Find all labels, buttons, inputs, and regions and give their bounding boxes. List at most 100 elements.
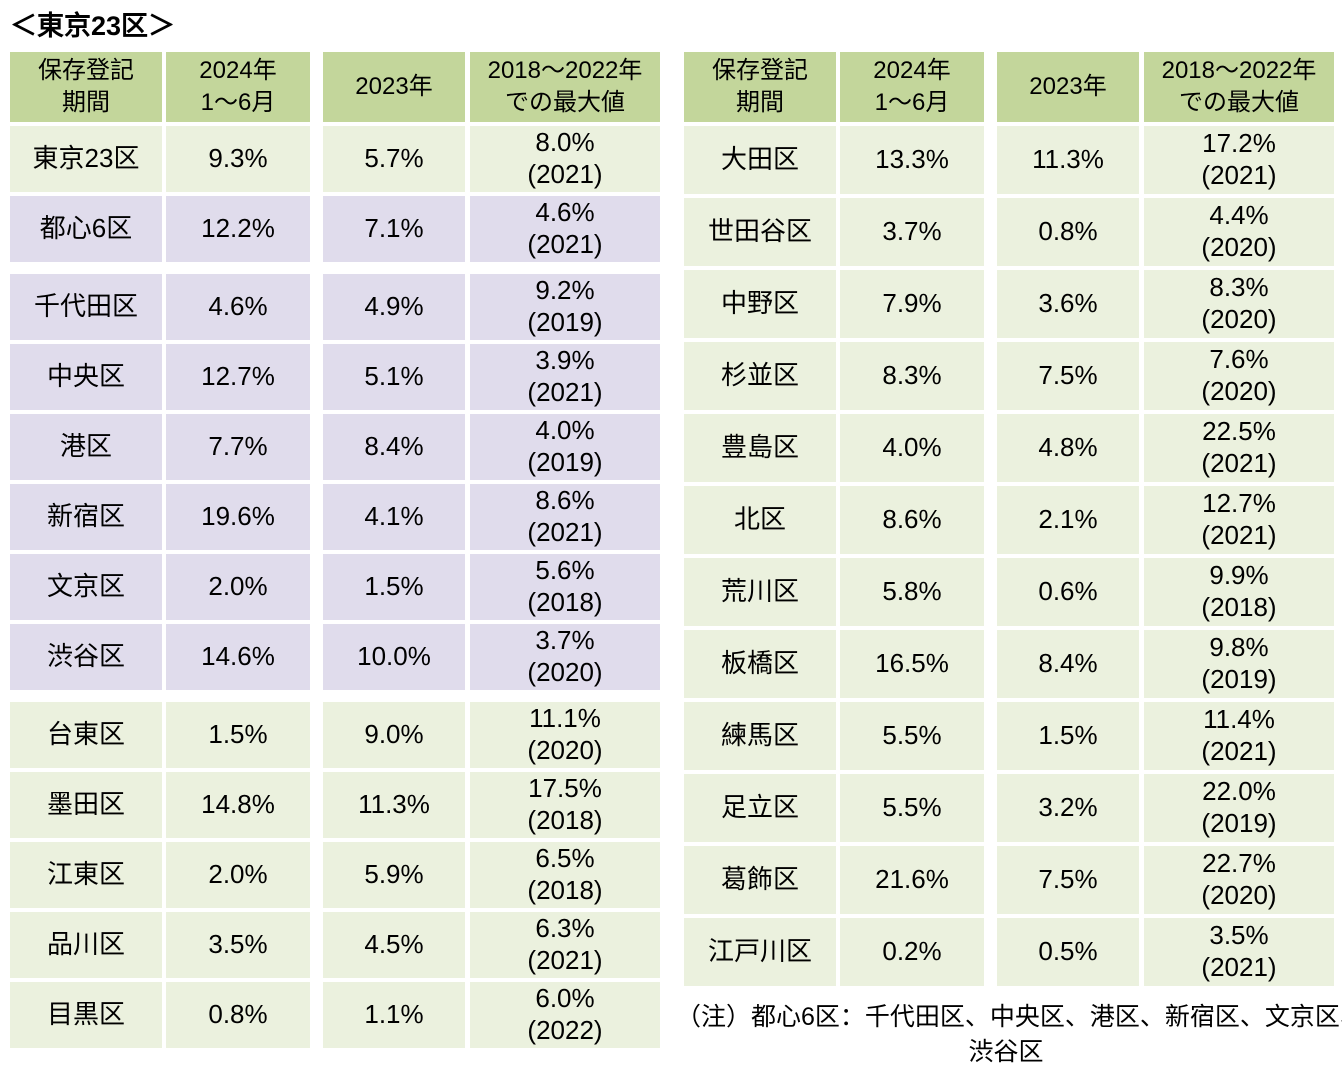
value-2024-cell: 8.3% — [840, 342, 984, 410]
table-row: 港区 7.7% 8.4% 4.0% (2019) — [10, 414, 660, 480]
table-row: 葛飾区 21.6% 7.5% 22.7% (2020) — [684, 846, 1334, 914]
value-2023-cell: 0.8% — [997, 198, 1139, 266]
column-gap — [310, 554, 323, 620]
value-2024-cell: 7.9% — [840, 270, 984, 338]
column-gap — [310, 702, 323, 768]
max-value-cell: 4.0% (2019) — [470, 414, 660, 480]
table-row: 目黒区 0.8% 1.1% 6.0% (2022) — [10, 982, 660, 1048]
value-2023-cell: 11.3% — [323, 772, 465, 838]
value-2024-cell: 2.0% — [166, 554, 310, 620]
value-2023-cell: 0.5% — [997, 918, 1139, 986]
value-2023-cell: 8.4% — [997, 630, 1139, 698]
ward-name-cell: 文京区 — [10, 554, 162, 620]
max-value-cell: 9.9% (2018) — [1144, 558, 1334, 626]
max-value-cell: 5.6% (2018) — [470, 554, 660, 620]
max-value-cell: 11.1% (2020) — [470, 702, 660, 768]
ward-name-cell: 台東区 — [10, 702, 162, 768]
value-2024-cell: 2.0% — [166, 842, 310, 908]
column-gap — [984, 702, 997, 770]
ward-name-cell: 千代田区 — [10, 274, 162, 340]
table-row: 渋谷区 14.6% 10.0% 3.7% (2020) — [10, 624, 660, 690]
ward-name-cell: 練馬区 — [684, 702, 836, 770]
value-2024-cell: 13.3% — [840, 126, 984, 194]
ward-name-cell: 新宿区 — [10, 484, 162, 550]
value-2023-cell: 7.1% — [323, 196, 465, 262]
column-header: 2018〜2022年 での最大値 — [1144, 52, 1334, 122]
column-gap — [310, 624, 323, 690]
value-2024-cell: 14.8% — [166, 772, 310, 838]
column-gap — [984, 342, 997, 410]
max-value-cell: 22.7% (2020) — [1144, 846, 1334, 914]
column-gap — [310, 484, 323, 550]
ward-name-cell: 葛飾区 — [684, 846, 836, 914]
table-row: 荒川区 5.8% 0.6% 9.9% (2018) — [684, 558, 1334, 626]
table-row: 江東区 2.0% 5.9% 6.5% (2018) — [10, 842, 660, 908]
column-gap — [310, 196, 323, 262]
column-gap — [310, 982, 323, 1048]
column-gap — [310, 344, 323, 410]
ward-name-cell: 目黒区 — [10, 982, 162, 1048]
value-2023-cell: 0.6% — [997, 558, 1139, 626]
value-2024-cell: 3.5% — [166, 912, 310, 978]
value-2023-cell: 3.6% — [997, 270, 1139, 338]
column-gap — [984, 846, 997, 914]
value-2024-cell: 9.3% — [166, 126, 310, 192]
ward-name-cell: 足立区 — [684, 774, 836, 842]
value-2024-cell: 5.5% — [840, 774, 984, 842]
max-value-cell: 6.3% (2021) — [470, 912, 660, 978]
column-gap — [984, 270, 997, 338]
max-value-cell: 3.7% (2020) — [470, 624, 660, 690]
table-left: 保存登記 期間 2024年 1〜6月 2023年 2018〜2022年 での最大値 東京… — [10, 52, 660, 1052]
max-value-cell: 22.5% (2021) — [1144, 414, 1334, 482]
footnote: （注）都心6区：千代田区、中央区、港区、新宿区、文京区、 渋谷区 — [676, 1000, 1342, 1070]
table-row: 台東区 1.5% 9.0% 11.1% (2020) — [10, 702, 660, 768]
ward-name-cell: 世田谷区 — [684, 198, 836, 266]
max-value-cell: 4.6% (2021) — [470, 196, 660, 262]
value-2023-cell: 10.0% — [323, 624, 465, 690]
table-row: 墨田区 14.8% 11.3% 17.5% (2018) — [10, 772, 660, 838]
max-value-cell: 9.8% (2019) — [1144, 630, 1334, 698]
ward-name-cell: 江戸川区 — [684, 918, 836, 986]
value-2024-cell: 1.5% — [166, 702, 310, 768]
value-2024-cell: 16.5% — [840, 630, 984, 698]
value-2023-cell: 11.3% — [997, 126, 1139, 194]
page-title: ＜東京23区＞ — [10, 11, 176, 41]
table-header-row: 保存登記 期間 2024年 1〜6月 2023年 2018〜2022年 での最大値 — [10, 52, 660, 122]
value-2023-cell: 4.1% — [323, 484, 465, 550]
max-value-cell: 3.5% (2021) — [1144, 918, 1334, 986]
max-value-cell: 8.3% (2020) — [1144, 270, 1334, 338]
column-gap — [984, 126, 997, 194]
column-gap — [310, 126, 323, 192]
max-value-cell: 17.2% (2021) — [1144, 126, 1334, 194]
value-2023-cell: 4.9% — [323, 274, 465, 340]
max-value-cell: 17.5% (2018) — [470, 772, 660, 838]
table-row: 世田谷区 3.7% 0.8% 4.4% (2020) — [684, 198, 1334, 266]
column-gap — [984, 52, 997, 122]
max-value-cell: 4.4% (2020) — [1144, 198, 1334, 266]
column-header: 2023年 — [323, 52, 465, 122]
table-row: 品川区 3.5% 4.5% 6.3% (2021) — [10, 912, 660, 978]
table-row: 北区 8.6% 2.1% 12.7% (2021) — [684, 486, 1334, 554]
value-2024-cell: 3.7% — [840, 198, 984, 266]
value-2024-cell: 7.7% — [166, 414, 310, 480]
column-gap — [984, 198, 997, 266]
table-row: 中央区 12.7% 5.1% 3.9% (2021) — [10, 344, 660, 410]
value-2024-cell: 4.0% — [840, 414, 984, 482]
ward-name-cell: 大田区 — [684, 126, 836, 194]
value-2024-cell: 4.6% — [166, 274, 310, 340]
ward-name-cell: 豊島区 — [684, 414, 836, 482]
value-2024-cell: 0.2% — [840, 918, 984, 986]
table-row: 東京23区 9.3% 5.7% 8.0% (2021) — [10, 126, 660, 192]
column-gap — [984, 486, 997, 554]
column-header: 2024年 1〜6月 — [840, 52, 984, 122]
column-gap — [310, 52, 323, 122]
value-2024-cell: 8.6% — [840, 486, 984, 554]
column-gap — [310, 772, 323, 838]
ward-name-cell: 東京23区 — [10, 126, 162, 192]
value-2023-cell: 1.5% — [323, 554, 465, 620]
ward-name-cell: 中央区 — [10, 344, 162, 410]
column-header: 保存登記 期間 — [684, 52, 836, 122]
value-2023-cell: 3.2% — [997, 774, 1139, 842]
max-value-cell: 22.0% (2019) — [1144, 774, 1334, 842]
table-row: 新宿区 19.6% 4.1% 8.6% (2021) — [10, 484, 660, 550]
